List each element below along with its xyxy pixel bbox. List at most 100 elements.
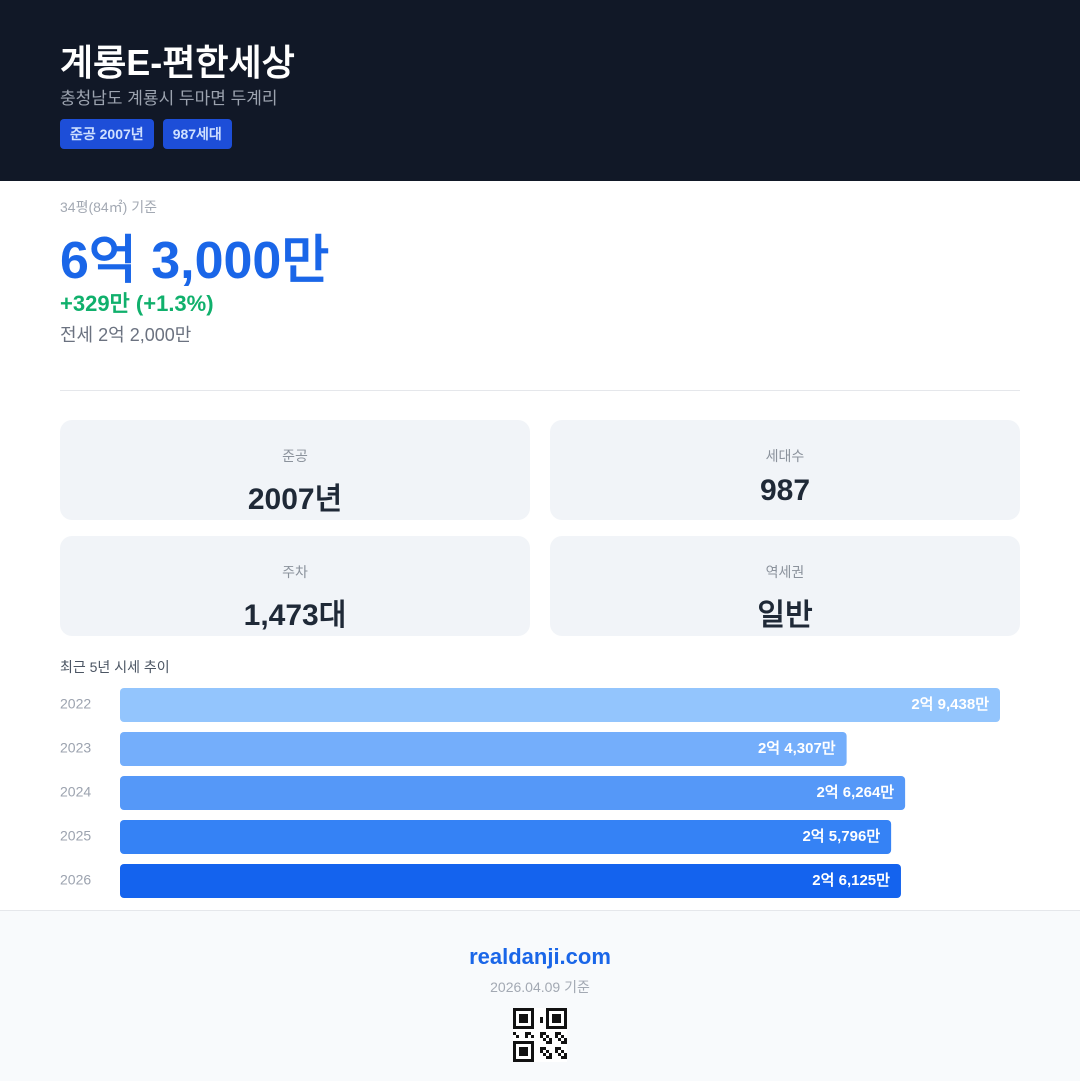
qr-module	[564, 1041, 567, 1044]
qr-module	[549, 1053, 552, 1056]
qr-module	[540, 1047, 543, 1050]
qr-module	[564, 1056, 567, 1059]
qr-module	[516, 1026, 519, 1029]
qr-module	[513, 1014, 516, 1017]
value-label: 2억 6,125만	[812, 871, 890, 889]
qr-module	[519, 1008, 522, 1011]
header	[0, 0, 1080, 181]
qr-module	[513, 1008, 516, 1011]
qr-module	[531, 1041, 534, 1044]
qr-module	[513, 1059, 516, 1062]
qr-module	[528, 1059, 531, 1062]
site-link[interactable]: realdanji.com	[469, 944, 611, 969]
jeonse-price: 전세 2억 2,000만	[60, 325, 192, 345]
qr-module	[531, 1044, 534, 1047]
qr-module	[522, 1059, 525, 1062]
qr-module	[528, 1032, 531, 1035]
qr-module	[531, 1017, 534, 1020]
stat-card: 역세권 일반	[550, 536, 1020, 636]
qr-module	[525, 1026, 528, 1029]
qr-module	[540, 1017, 543, 1020]
qr-module	[540, 1032, 543, 1035]
qr-module	[558, 1038, 561, 1041]
qr-module	[543, 1047, 546, 1050]
qr-module	[540, 1020, 543, 1023]
price-change: +329만 (+1.3%)	[60, 291, 214, 316]
qr-module	[513, 1056, 516, 1059]
bar	[120, 688, 1000, 722]
qr-module	[531, 1023, 534, 1026]
badges: 준공 2007년 987세대	[60, 119, 232, 149]
qr-module	[546, 1056, 549, 1059]
qr-module	[546, 1050, 549, 1053]
qr-module	[564, 1011, 567, 1014]
qr-module	[564, 1038, 567, 1041]
bar	[120, 820, 892, 854]
qr-module	[564, 1023, 567, 1026]
qr-module	[513, 1020, 516, 1023]
divider	[60, 390, 1020, 391]
qr-module	[525, 1020, 528, 1023]
qr-module	[555, 1008, 558, 1011]
qr-module	[531, 1056, 534, 1059]
qr-module	[531, 1035, 534, 1038]
qr-module	[513, 1041, 516, 1044]
category-label: 2026	[60, 872, 91, 888]
qr-module	[546, 1017, 549, 1020]
stat-value: 1,473대	[243, 599, 347, 632]
qr-module	[513, 1026, 516, 1029]
qr-module	[525, 1008, 528, 1011]
qr-module	[546, 1026, 549, 1029]
qr-module	[522, 1026, 525, 1029]
qr-module	[525, 1059, 528, 1062]
qr-module	[525, 1035, 528, 1038]
qr-module	[516, 1008, 519, 1011]
qr-module	[555, 1050, 558, 1053]
qr-module	[519, 1047, 522, 1050]
qr-module	[564, 1026, 567, 1029]
qr-module	[561, 1041, 564, 1044]
qr-module	[531, 1059, 534, 1062]
qr-module	[522, 1020, 525, 1023]
qr-module	[513, 1017, 516, 1020]
qr-module	[543, 1053, 546, 1056]
qr-module	[561, 1050, 564, 1053]
category-label: 2024	[60, 784, 91, 800]
qr-module	[543, 1032, 546, 1035]
qr-module	[522, 1041, 525, 1044]
qr-module	[549, 1026, 552, 1029]
qr-module	[519, 1026, 522, 1029]
qr-module	[564, 1020, 567, 1023]
qr-module	[522, 1017, 525, 1020]
qr-module	[525, 1032, 528, 1035]
bar	[120, 732, 847, 766]
value-label: 2억 6,264만	[816, 783, 894, 801]
qr-module	[552, 1026, 555, 1029]
qr-module	[513, 1053, 516, 1056]
qr-module	[564, 1017, 567, 1020]
qr-module	[513, 1011, 516, 1014]
qr-module	[561, 1056, 564, 1059]
qr-module	[558, 1047, 561, 1050]
qr-module	[531, 1014, 534, 1017]
category-label: 2025	[60, 828, 91, 844]
qr-module	[519, 1014, 522, 1017]
qr-module	[555, 1026, 558, 1029]
date: 2026.04.09 기준	[490, 979, 590, 995]
stat-card: 주차 1,473대	[60, 536, 530, 636]
value-label: 2억 4,307만	[758, 739, 836, 757]
qr-module	[546, 1041, 549, 1044]
qr-module	[552, 1008, 555, 1011]
qr-module	[561, 1008, 564, 1011]
qr-module	[540, 1035, 543, 1038]
qr-module	[522, 1053, 525, 1056]
qr-module	[531, 1008, 534, 1011]
qr-module	[522, 1008, 525, 1011]
qr-module	[546, 1020, 549, 1023]
qr-module	[546, 1023, 549, 1026]
qr-module	[552, 1014, 555, 1017]
qr-module	[555, 1032, 558, 1035]
qr-module	[558, 1017, 561, 1020]
qr-module	[519, 1041, 522, 1044]
qr-module	[546, 1035, 549, 1038]
